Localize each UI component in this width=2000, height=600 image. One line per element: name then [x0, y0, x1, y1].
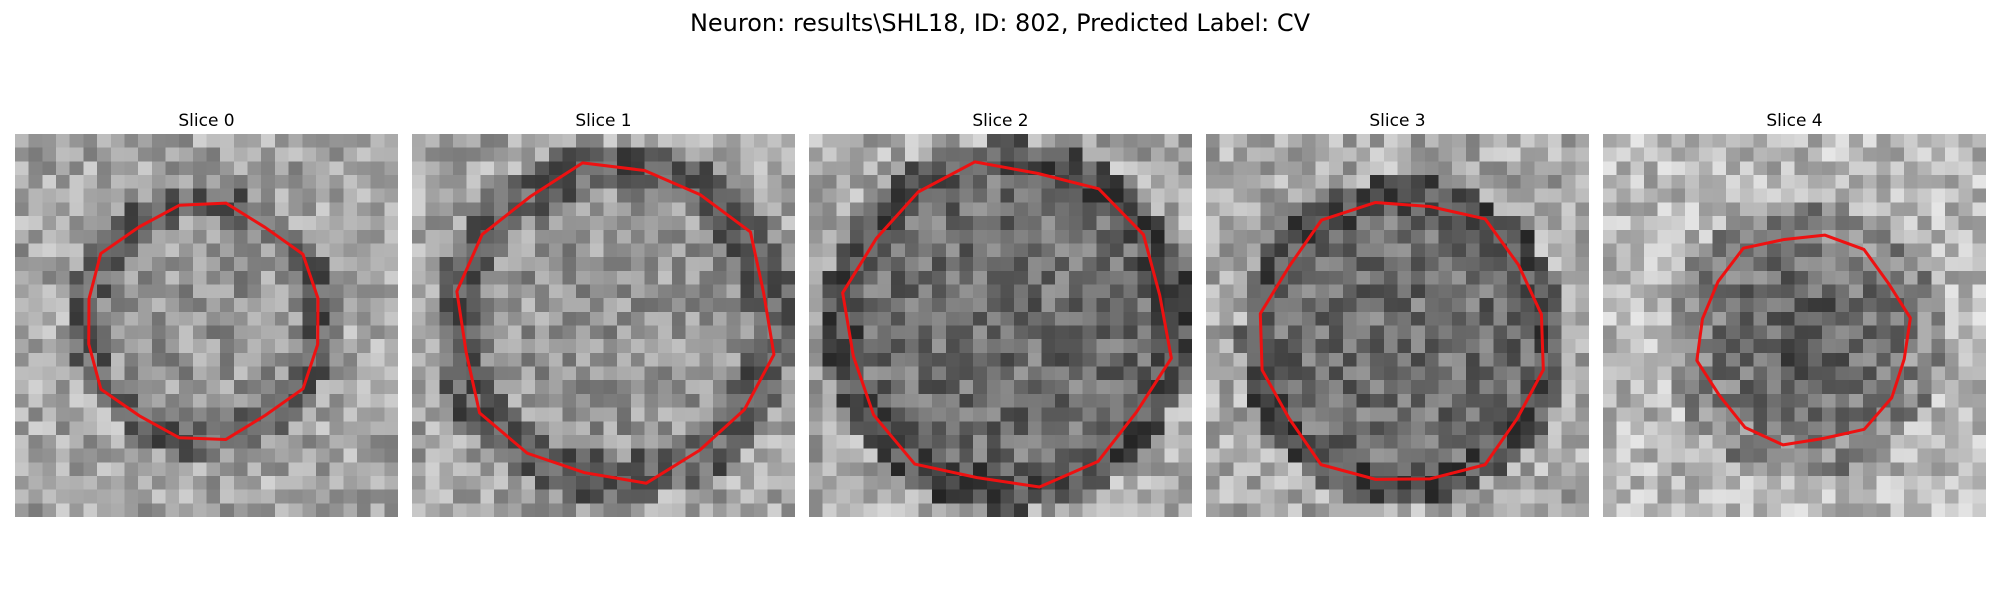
slice-image-3 — [1206, 134, 1589, 517]
slice-panel-0: Slice 0 — [15, 108, 398, 517]
segmentation-contour — [1695, 233, 1912, 447]
slice-title-2: Slice 2 — [972, 111, 1029, 131]
figure-title: Neuron: results\SHL18, ID: 802, Predicte… — [689, 9, 1311, 37]
segmentation-contour — [841, 160, 1173, 489]
slice-panel-4: Slice 4 — [1603, 108, 1986, 517]
pixel-grid — [1206, 134, 1589, 517]
pixel-grid — [15, 134, 398, 517]
slice-panel-1: Slice 1 — [412, 108, 795, 517]
segmentation-contour — [87, 201, 320, 441]
slice-panel-3: Slice 3 — [1206, 108, 1589, 517]
slice-title-3: Slice 3 — [1369, 111, 1426, 131]
slice-image-1 — [412, 134, 795, 517]
slice-image-0 — [15, 134, 398, 517]
slice-image-2 — [809, 134, 1192, 517]
slice-image-4 — [1603, 134, 1986, 517]
pixel-grid — [809, 134, 1192, 517]
slice-title-4: Slice 4 — [1766, 111, 1823, 131]
slice-title-0: Slice 0 — [178, 111, 235, 131]
pixel-grid — [412, 134, 795, 517]
segmentation-contour — [1258, 201, 1545, 481]
segmentation-contour — [455, 161, 776, 485]
slice-title-1: Slice 1 — [575, 111, 632, 131]
slice-panel-2: Slice 2 — [809, 108, 1192, 517]
pixel-grid — [1603, 134, 1986, 517]
